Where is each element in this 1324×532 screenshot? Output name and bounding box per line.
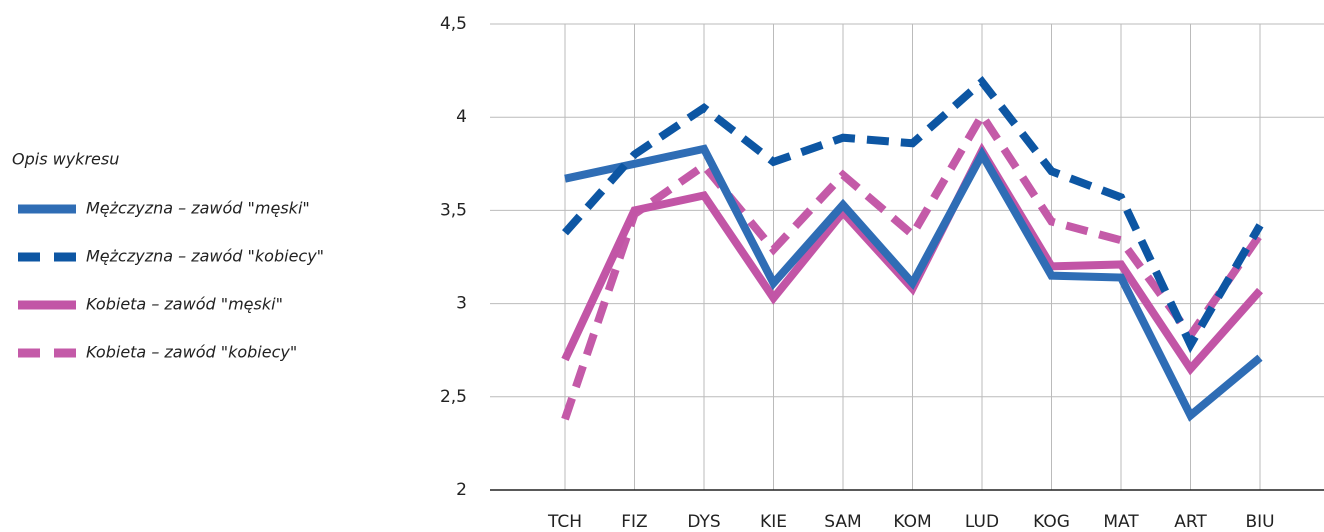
- y-tick-label: 4: [456, 107, 467, 127]
- y-tick-label: 2: [456, 480, 467, 500]
- x-tick-label: BIU: [1245, 512, 1274, 532]
- x-tick-label: LUD: [965, 512, 999, 532]
- y-tick-label: 4,5: [440, 14, 467, 34]
- legend-label: Mężczyzna – zawód "kobiecy": [86, 247, 324, 266]
- x-tick-label: ART: [1174, 512, 1207, 532]
- x-tick-label: MAT: [1103, 512, 1139, 532]
- x-tick-label: KOM: [893, 512, 931, 532]
- series-line: [564, 144, 1263, 422]
- x-tick-label: KIE: [760, 512, 787, 532]
- y-tick-label: 3,5: [440, 200, 467, 220]
- legend-label: Kobieta – zawód "męski": [86, 295, 283, 314]
- x-tick-label: KOG: [1033, 512, 1070, 532]
- x-tick-label: FIZ: [621, 512, 647, 532]
- x-tick-label: DYS: [687, 512, 720, 532]
- x-tick-label: SAM: [824, 512, 861, 532]
- legend-label: Mężczyzna – zawód "męski": [86, 199, 310, 218]
- x-tick-label: TCH: [547, 512, 582, 532]
- y-tick-label: 2,5: [440, 387, 467, 407]
- legend-label: Kobieta – zawód "kobiecy": [86, 343, 297, 362]
- series-line: [562, 75, 1264, 354]
- series-line: [561, 107, 1264, 421]
- legend-title: Opis wykresu: [12, 150, 119, 169]
- y-tick-label: 3: [456, 294, 467, 314]
